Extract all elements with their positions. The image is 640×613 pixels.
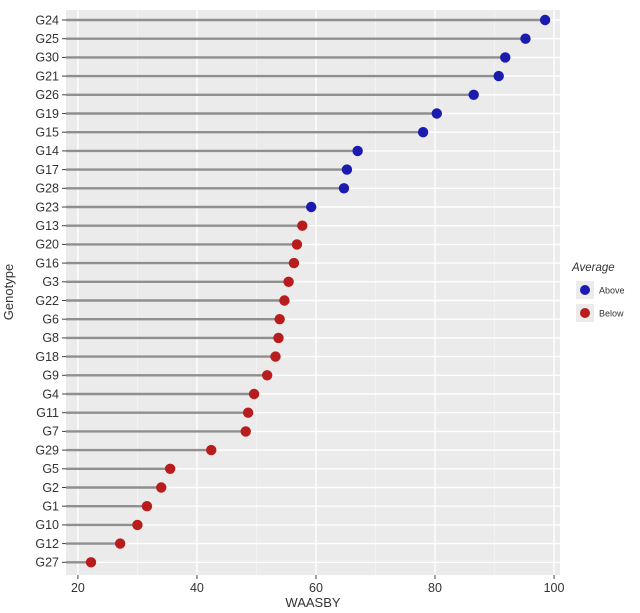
lollipop-point [85,557,97,568]
y-tick-label: G15 [35,126,59,140]
y-tick-label: G27 [35,556,59,570]
y-tick-label: G6 [42,313,59,327]
lollipop-point [156,482,167,493]
y-tick-label: G18 [35,350,59,364]
y-tick-label: G21 [35,69,59,83]
y-tick-label: G23 [35,200,59,214]
y-tick-label: G3 [42,275,59,289]
y-tick-label: G8 [42,331,59,345]
lollipop-point [274,314,285,325]
y-tick-label: G26 [35,88,59,102]
lollipop-point [291,239,303,250]
x-tick-label: 80 [428,581,442,595]
lollipop-point [270,351,281,362]
lollipop-point [306,201,317,213]
y-tick-label: G2 [42,481,59,495]
lollipop-point [288,257,300,269]
lollipop-point [279,295,290,306]
y-tick-labels: G24 G25 G30 G21 G26 G19 G15 G14 G17 G28 G23 G13 G20 G… [35,13,66,570]
y-tick-label: G20 [35,238,59,252]
x-tick-label: 40 [190,581,204,595]
lollipop-stems [66,18,546,564]
lollipop-point [539,14,551,26]
y-tick-label: G11 [36,406,59,420]
plot-panel [66,10,560,575]
lollipop-point [297,220,308,231]
y-tick-label: G13 [35,219,59,233]
x-tick-labels: 20 40 60 80 100 [71,575,565,595]
lollipop-point [242,407,254,418]
lollipop-point [261,370,273,381]
x-tick-label: 20 [71,581,85,595]
y-tick-label: G24 [35,13,59,27]
legend: Average Above Below [571,262,625,322]
lollipop-point [132,519,143,531]
lollipop-point [240,426,251,437]
y-tick-label: G5 [42,462,59,476]
y-tick-label: G30 [35,51,59,65]
y-tick-label: G17 [35,163,59,177]
legend-key-point [580,308,590,318]
y-tick-label: G12 [35,537,59,551]
lollipop-points [85,14,551,568]
y-tick-label: G16 [35,256,59,270]
lollipop-point [341,164,353,175]
x-tick-label: 100 [544,581,565,595]
lollipop-point [520,33,531,44]
lollipop-point [248,388,260,400]
y-tick-label: G25 [35,32,59,46]
lollipop-point [352,145,363,157]
y-tick-label: G10 [35,518,59,532]
lollipop-point [417,127,429,138]
y-tick-label: G29 [35,443,59,457]
lollipop-point [493,70,504,82]
x-axis-title: WAASBY [285,595,340,610]
lollipop-point [114,538,126,549]
legend-label: Above [599,286,625,296]
y-tick-label: G9 [42,369,59,383]
lollipop-point [283,276,294,287]
y-tick-label: G19 [35,107,59,121]
legend-entries: Above Below [576,281,625,322]
lollipop-point [273,332,284,344]
lollipop-point [338,183,350,194]
lollipop-point [468,89,479,101]
legend-label: Below [599,309,624,319]
lollipop-point [206,444,217,456]
lollipop-point [164,463,176,474]
y-axis-title: Genotype [1,264,16,320]
y-tick-label: G28 [35,182,59,196]
lollipop-point [500,52,511,63]
y-tick-label: G22 [35,294,59,308]
y-tick-label: G7 [42,425,59,439]
y-tick-label: G14 [35,144,59,158]
lollipop-point [141,501,153,512]
y-tick-label: G4 [42,387,59,401]
y-tick-label: G1 [42,500,59,514]
legend-title: Average [571,262,615,274]
lollipop-point [431,108,442,119]
legend-key-point [580,285,590,295]
x-tick-label: 60 [309,581,323,595]
